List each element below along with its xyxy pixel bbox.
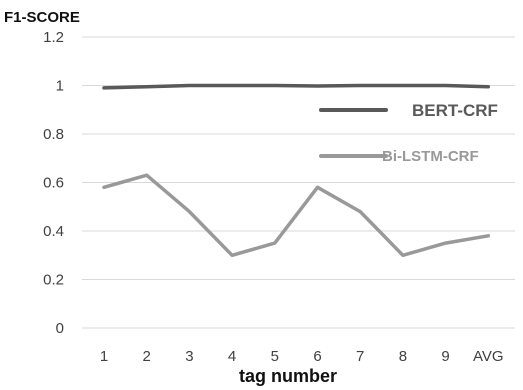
x-tick-label: 3	[185, 348, 193, 365]
y-tick-label: 1.2	[43, 29, 64, 46]
series-line-bi-lstm-crf	[102, 173, 491, 258]
y-tick-label: 0.2	[43, 272, 64, 289]
legend: BERT-CRF Bi-LSTM-CRF	[319, 101, 498, 165]
series-line-bert-crf	[102, 83, 491, 90]
y-axis-ticks: 0 0.2 0.4 0.6 0.8 1 1.2	[43, 29, 64, 337]
x-tick-label: 7	[356, 348, 364, 365]
x-axis-title: tag number	[239, 366, 337, 386]
x-axis-ticks: 1 2 3 4 5 6 7 8 9 AVG	[100, 348, 504, 365]
x-tick-label: 2	[143, 348, 151, 365]
x-tick-label: 1	[100, 348, 108, 365]
x-tick-label: 9	[441, 348, 449, 365]
y-tick-label: 0.8	[43, 126, 64, 143]
y-tick-label: 1	[56, 78, 64, 95]
y-tick-label: 0	[56, 320, 64, 337]
y-tick-label: 0.4	[43, 223, 64, 240]
x-tick-label: 5	[271, 348, 279, 365]
x-tick-label: 8	[399, 348, 407, 365]
legend-label: BERT-CRF	[412, 101, 498, 120]
grid-lines	[82, 36, 515, 329]
x-tick-label: 4	[228, 348, 236, 365]
x-tick-label: 6	[313, 348, 321, 365]
series-lines	[102, 83, 491, 258]
x-tick-label: AVG	[473, 348, 504, 365]
y-tick-label: 0.6	[43, 175, 64, 192]
y-axis-title: F1-SCORE	[4, 9, 80, 26]
legend-label: Bi-LSTM-CRF	[382, 148, 479, 165]
